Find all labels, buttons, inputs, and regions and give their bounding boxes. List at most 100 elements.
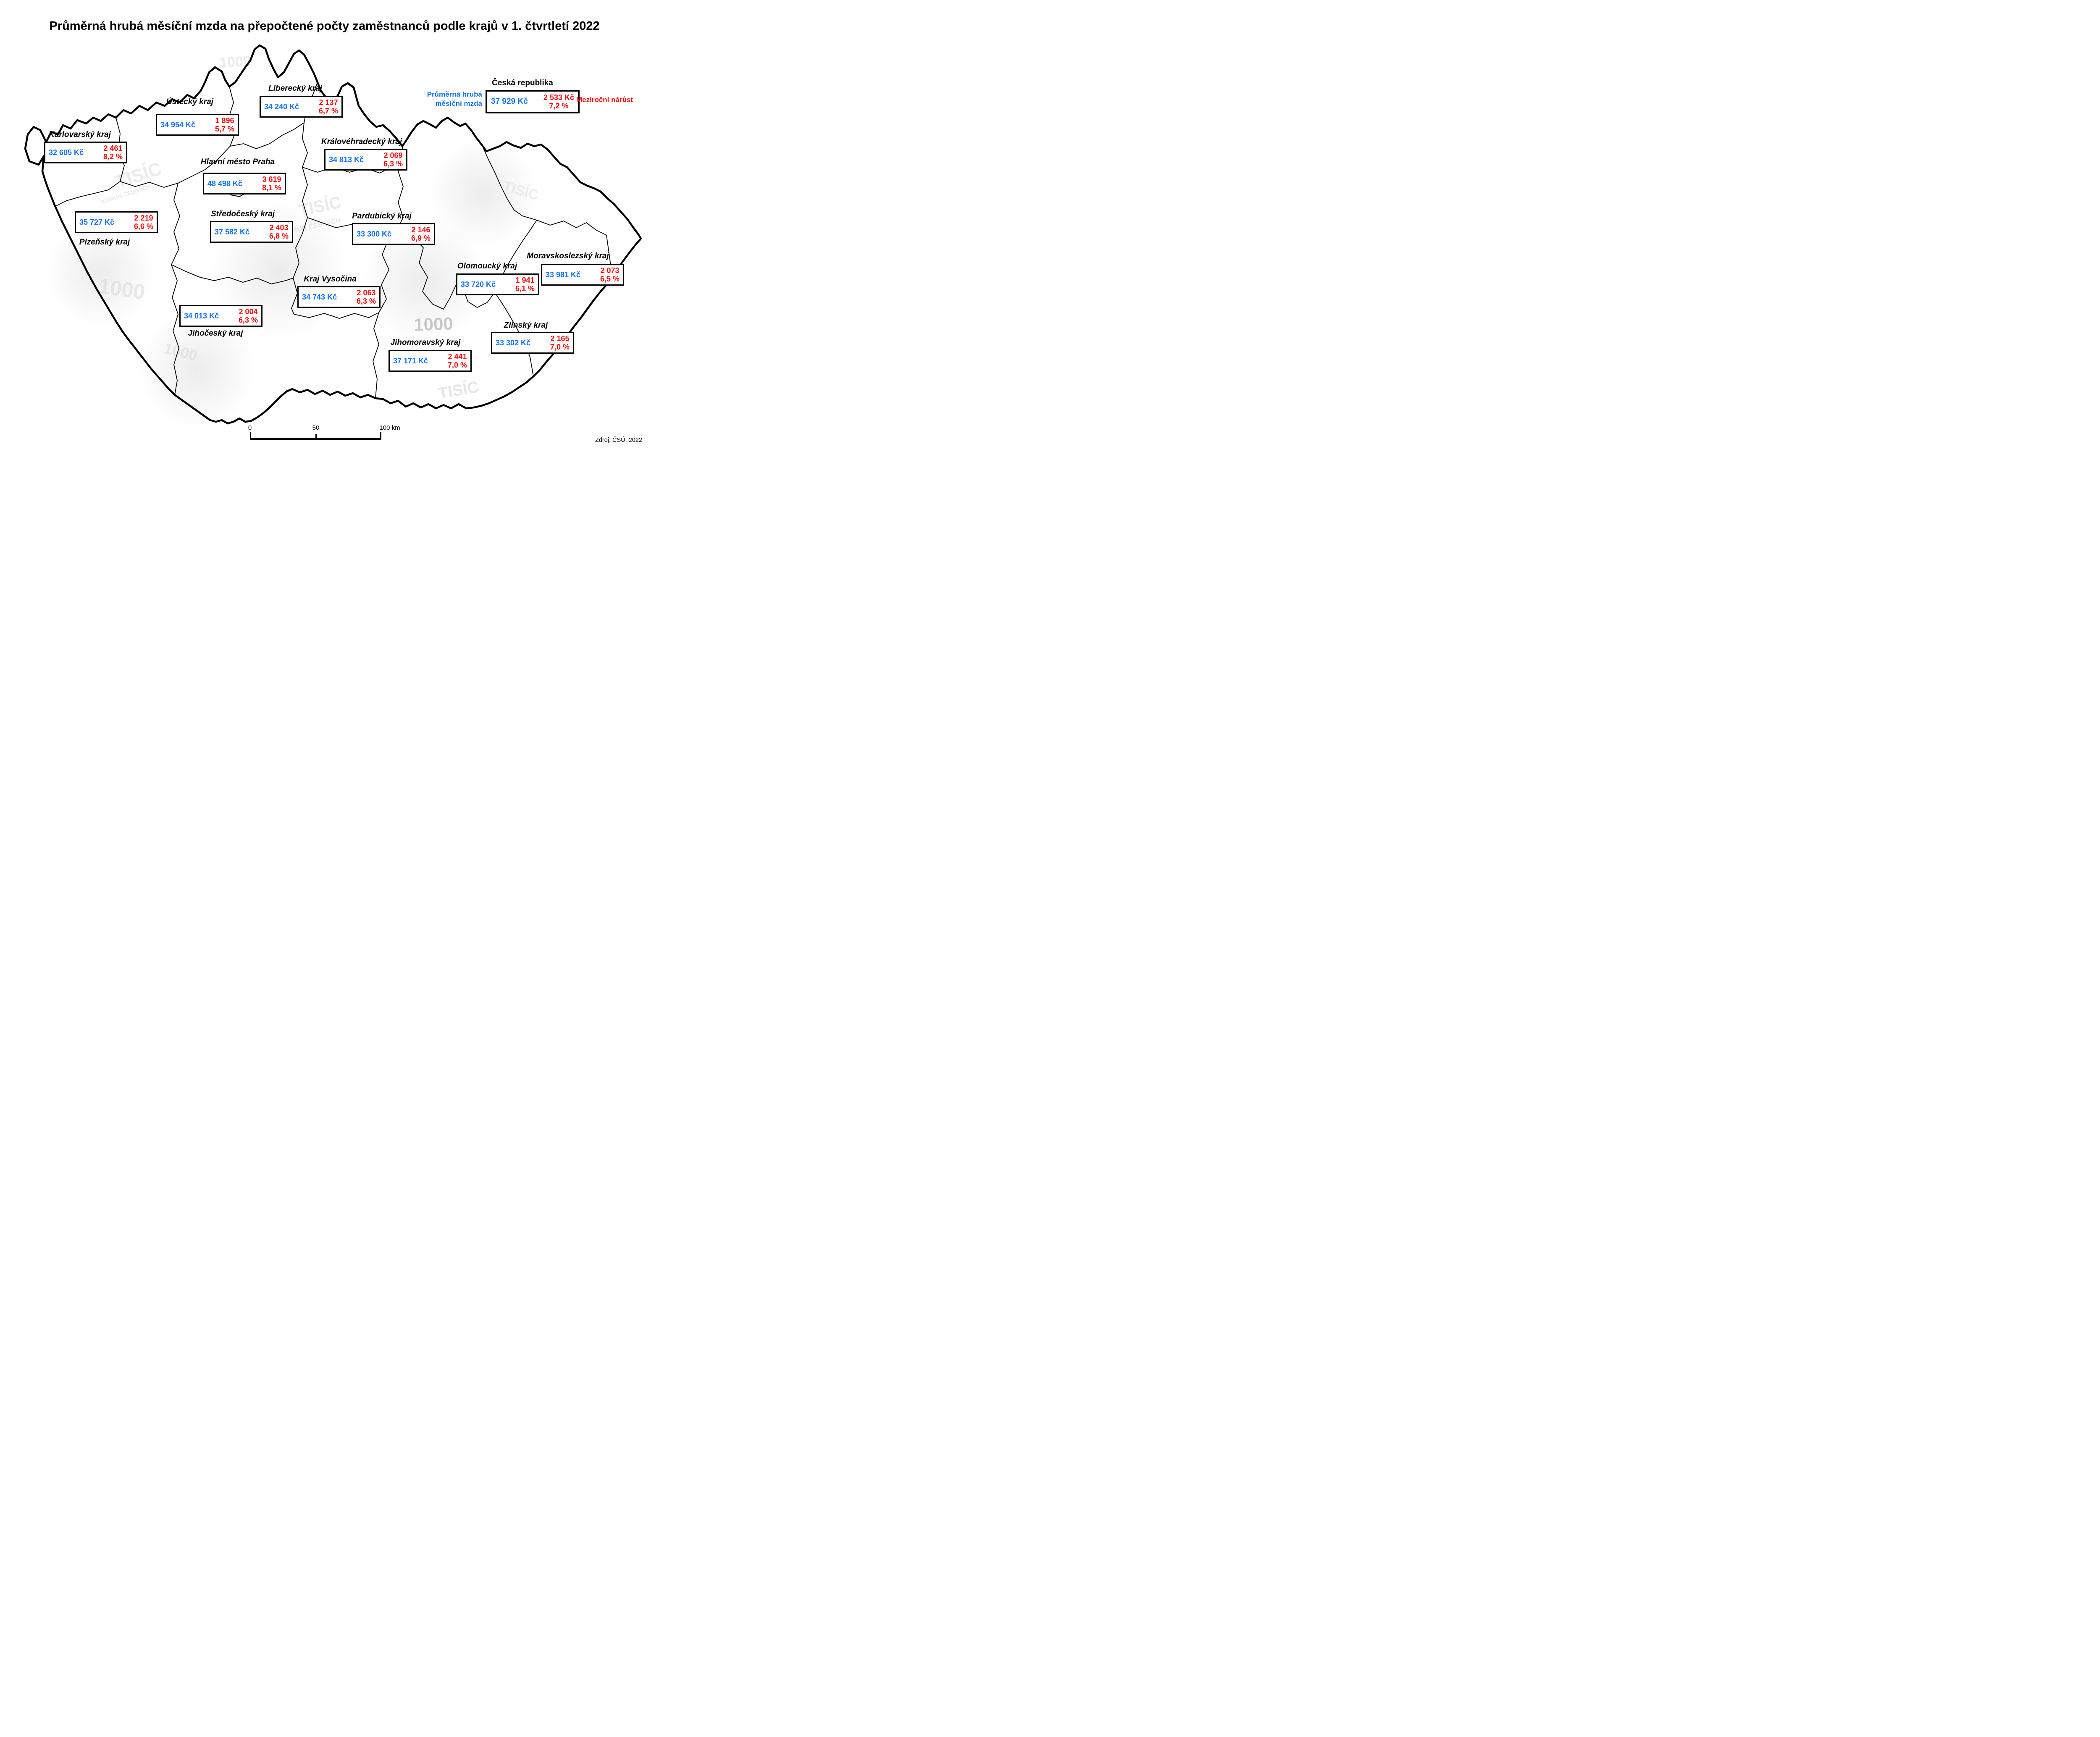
region-data-box: 34 954 Kč 1 896 5,7 %: [156, 114, 239, 136]
region-wage-value: 37 171 Kč: [393, 356, 428, 365]
region-increase-pct: 6,3 %: [383, 160, 403, 168]
region-data-box: 37 582 Kč 2 403 6,8 %: [210, 221, 293, 243]
region-name-label: Olomoucký kraj: [457, 262, 517, 271]
region-wage-value: 34 240 Kč: [264, 102, 299, 111]
region-data-box: 34 743 Kč 2 063 6,3 %: [297, 286, 381, 308]
region-wage-value: 37 582 Kč: [215, 227, 250, 236]
region-name-label: Kraj Vysočina: [304, 275, 357, 284]
legend-wage-label: Průměrná hrubá měsíční mzda: [415, 90, 482, 108]
region-data-box: 32 605 Kč 2 461 8,2 %: [44, 142, 127, 163]
region-name-label: Plzeňský kraj: [79, 238, 130, 247]
region-increase-value: 2 004 6,3 %: [239, 307, 258, 324]
region-increase-kc: 2 073: [600, 266, 620, 275]
region-name-label: Jihomoravský kraj: [390, 338, 461, 347]
region-increase-kc: 1 896: [215, 116, 234, 125]
scale-tick-right: [380, 432, 381, 439]
region-wage-value: 35 727 Kč: [79, 218, 115, 226]
region-increase-kc: 2 461: [103, 144, 123, 152]
scale-tick-left: [250, 432, 251, 439]
region-data-box: 34 013 Kč 2 004 6,3 %: [179, 305, 262, 327]
scale-tick-middle: [315, 434, 317, 439]
scale-bar-line: [250, 438, 381, 440]
region-wage-value: 34 013 Kč: [184, 311, 219, 320]
region-increase-kc: 1 941: [515, 276, 535, 284]
region-increase-pct: 6,5 %: [600, 275, 620, 283]
region-name-label: Zlínský kraj: [504, 321, 548, 330]
region-increase-pct: 8,2 %: [103, 152, 123, 161]
legend-increase-value: 2 533 Kč 7,2 %: [543, 93, 574, 110]
region-increase-pct: 8,1 %: [262, 184, 281, 192]
region-increase-kc: 2 165: [550, 334, 570, 343]
region-name-label: Karlovarský kraj: [49, 130, 111, 139]
legend-increase-kc: 2 533 Kč: [543, 93, 574, 102]
region-increase-value: 2 219 6,6 %: [134, 214, 153, 231]
region-increase-value: 2 137 6,7 %: [319, 98, 338, 115]
region-name-label: Středočeský kraj: [210, 210, 275, 218]
region-increase-kc: 3 619: [262, 175, 281, 184]
region-increase-value: 1 941 6,1 %: [515, 276, 535, 293]
region-data-box: 33 300 Kč 2 146 6,9 %: [352, 223, 435, 245]
region-increase-pct: 7,0 %: [550, 343, 570, 351]
region-increase-pct: 6,8 %: [269, 232, 289, 240]
region-name-label: Pardubický kraj: [352, 212, 412, 221]
legend-country-label: Česká republika: [492, 79, 553, 87]
region-name-label: Královéhradecký kraj: [321, 137, 402, 146]
region-wage-value: 33 720 Kč: [461, 280, 496, 289]
region-increase-kc: 2 004: [239, 307, 258, 316]
region-name-label: Hlavní město Praha: [200, 158, 275, 166]
region-data-box: 33 302 Kč 2 165 7,0 %: [491, 332, 574, 354]
region-increase-value: 2 073 6,5 %: [600, 266, 620, 283]
region-increase-pct: 6,3 %: [238, 316, 258, 324]
region-wage-value: 34 813 Kč: [329, 155, 364, 164]
scale-label-100km: 100 km: [379, 424, 400, 431]
map-title: Průměrná hrubá měsíční mzda na přepočten…: [49, 19, 600, 33]
region-increase-kc: 2 069: [383, 151, 403, 160]
region-increase-kc: 2 146: [411, 225, 430, 234]
region-increase-kc: 2 403: [269, 223, 289, 232]
region-name-label: Liberecký kraj: [268, 84, 322, 93]
region-wage-value: 32 605 Kč: [49, 148, 84, 157]
region-name-label: Moravskoslezský kraj: [527, 252, 609, 260]
region-increase-value: 2 461 8,2 %: [103, 144, 123, 161]
region-increase-pct: 6,9 %: [411, 234, 430, 242]
region-increase-pct: 5,7 %: [215, 125, 234, 133]
region-increase-kc: 2 063: [357, 288, 376, 297]
scale-label-50: 50: [312, 424, 320, 431]
region-increase-kc: 2 137: [319, 98, 338, 107]
region-increase-pct: 6,1 %: [515, 284, 535, 293]
region-data-box: 34 240 Kč 2 137 6,7 %: [260, 96, 343, 118]
region-data-box: 48 498 Kč 3 619 8,1 %: [203, 173, 286, 194]
wage-map-page: 1000 TISÍC KORUN ČESKÝCH 1000 TISÍC KORUN ČES…: [0, 0, 649, 459]
region-wage-value: 33 981 Kč: [546, 270, 581, 279]
region-wage-value: 48 498 Kč: [207, 179, 243, 188]
region-increase-value: 2 403 6,8 %: [269, 223, 289, 240]
legend-increase-label: Meziroční nárůst: [576, 96, 633, 104]
region-data-box: 33 720 Kč 1 941 6,1 %: [456, 273, 539, 295]
region-increase-kc: 2 441: [448, 352, 467, 361]
region-increase-pct: 7,0 %: [447, 361, 467, 369]
region-increase-kc: 2 219: [134, 213, 153, 222]
region-data-box: 37 171 Kč 2 441 7,0 %: [388, 350, 472, 372]
region-name-label: Ústecký kraj: [166, 97, 213, 106]
legend-wage-label-line2: měsíční mzda: [435, 100, 483, 108]
region-data-box: 34 813 Kč 2 069 6,3 %: [324, 149, 407, 171]
region-wage-value: 34 743 Kč: [302, 292, 337, 301]
legend-wage-value: 37 929 Kč: [491, 97, 528, 106]
region-increase-value: 3 619 8,1 %: [262, 175, 281, 192]
region-increase-value: 2 069 6,3 %: [383, 151, 403, 168]
region-data-box: 33 981 Kč 2 073 6,5 %: [541, 264, 624, 286]
region-wage-value: 33 302 Kč: [496, 338, 531, 347]
region-increase-value: 2 165 7,0 %: [550, 334, 570, 351]
country-border: [24, 44, 642, 425]
source-credit: Zdroj: ČSÚ, 2022: [595, 437, 642, 444]
region-increase-value: 1 896 5,7 %: [215, 116, 234, 133]
region-increase-value: 2 441 7,0 %: [448, 352, 467, 369]
region-increase-pct: 6,3 %: [356, 297, 376, 305]
region-name-label: Jihočeský kraj: [188, 329, 243, 338]
region-wage-value: 33 300 Kč: [357, 229, 392, 238]
legend-wage-label-line1: Průměrná hrubá: [427, 90, 482, 98]
region-increase-pct: 6,7 %: [318, 107, 338, 115]
legend-increase-pct: 7,2 %: [549, 102, 569, 110]
scale-label-0: 0: [248, 424, 252, 431]
region-data-box: 35 727 Kč 2 219 6,6 %: [75, 211, 158, 233]
